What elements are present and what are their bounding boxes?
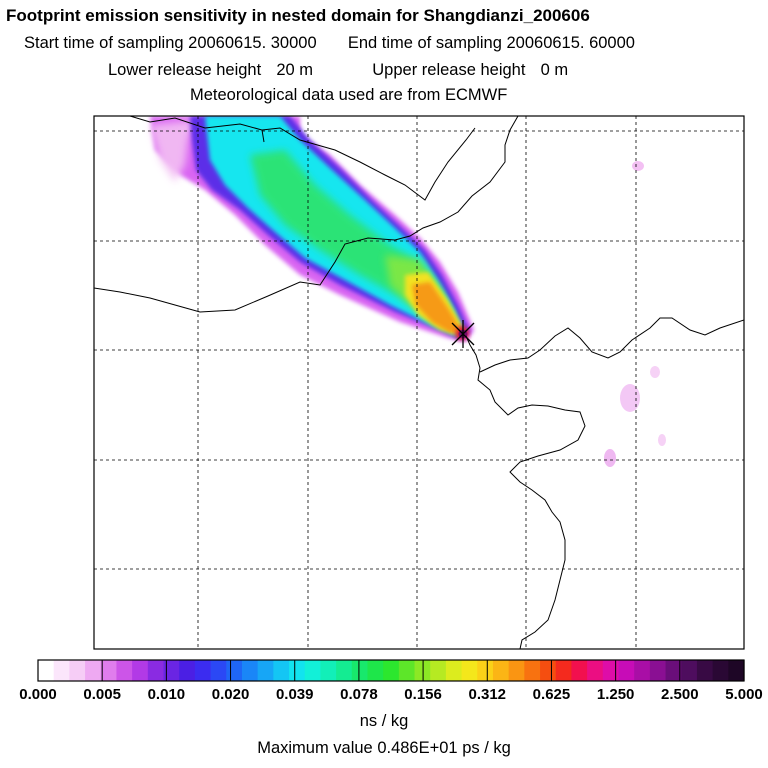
patch-east-3 (604, 449, 616, 467)
lower-height-value: 20 m (276, 61, 314, 79)
plume-band-orange (412, 282, 460, 334)
colorbar-cell (587, 660, 604, 681)
map-frame (93, 115, 745, 650)
colorbar-cell (304, 660, 321, 681)
met-data-note: Meteorological data used are from ECMWF (190, 86, 508, 104)
start-time-label: Start time of sampling (24, 34, 184, 52)
colorbar-cell (634, 660, 651, 681)
colorbar-tick-label: 0.039 (275, 686, 314, 703)
colorbar-cell (665, 660, 682, 681)
colorbar-cell (524, 660, 541, 681)
colorbar-cell (226, 660, 243, 681)
colorbar-cell (681, 660, 698, 681)
release-site-marker (451, 320, 475, 348)
colorbar-cell (367, 660, 384, 681)
colorbar-cell (492, 660, 510, 681)
colorbar-cell (477, 660, 494, 681)
border-mid (94, 116, 519, 313)
colorbar-cell (163, 660, 180, 681)
footprint-map (93, 115, 745, 650)
colorbar-cell (132, 660, 149, 681)
colorbar-cell (383, 660, 400, 681)
colorbar-cells (38, 660, 745, 681)
colorbar-cell (461, 660, 478, 681)
upper-height-label: Upper release height (372, 61, 526, 79)
colorbar-tick-label: 0.010 (147, 686, 186, 703)
sampling-times: Start time of sampling 20060615. 30000 E… (24, 34, 635, 53)
colorbar-cell (116, 660, 133, 681)
colorbar-tick-label: 5.000 (725, 686, 763, 703)
colorbar-cell (179, 660, 196, 681)
grid (94, 116, 744, 649)
colorbar-cell (602, 660, 620, 681)
colorbar-tick-label: 0.312 (468, 686, 507, 703)
colorbar-tick-label: 0.078 (340, 686, 378, 703)
colorbar-cell (53, 660, 70, 681)
coast-east (479, 317, 744, 373)
page-title: Footprint emission sensitivity in nested… (6, 6, 590, 25)
border-north (129, 116, 476, 201)
colorbar-cell (85, 660, 102, 681)
plume-band-pink (150, 120, 195, 182)
colorbar-cell (430, 660, 447, 681)
colorbar-cell (273, 660, 290, 681)
colorbar-cell (257, 660, 274, 681)
upper-height-value: 0 m (540, 61, 569, 79)
colorbar-cell (508, 660, 525, 681)
coast-bay (465, 335, 586, 649)
colorbar-separators (101, 660, 681, 681)
colorbar-cell (398, 660, 416, 681)
colorbar-cell (540, 660, 557, 681)
colorbar-cell (336, 660, 353, 681)
colorbar-cell (320, 660, 337, 681)
colorbar-cell (555, 660, 573, 681)
patch-east-4 (650, 366, 660, 378)
colorbar-tick-label: 1.250 (596, 686, 635, 703)
patch-east-1 (632, 161, 644, 171)
start-time-value: 20060615. 30000 (188, 34, 317, 52)
colorbar-cell (571, 660, 588, 681)
colorbar-cell (241, 660, 259, 681)
colorbar-tick-label: 0.156 (404, 686, 442, 703)
coastlines (94, 116, 744, 649)
colorbar-cell (194, 660, 212, 681)
end-time-value: 20060615. 60000 (506, 34, 635, 52)
colorbar-cell (445, 660, 463, 681)
colorbar-tick-label: 0.005 (83, 686, 121, 703)
colorbar-cell (210, 660, 227, 681)
colorbar-tick-label: 0.000 (19, 686, 57, 703)
patch-east-5 (658, 434, 666, 446)
colorbar-cell (649, 660, 667, 681)
colorbar-cell (728, 660, 745, 681)
colorbar-cell (147, 660, 165, 681)
colorbar-cell (712, 660, 729, 681)
colorbar-tick-label: 0.625 (532, 686, 571, 703)
end-time-label: End time of sampling (347, 34, 502, 52)
release-heights: Lower release height 20 m Upper release … (108, 61, 568, 80)
lower-height-label: Lower release height (108, 61, 262, 79)
colorbar-cell (38, 660, 55, 681)
colorbar-units: ns / kg (359, 712, 409, 730)
patch-east-2 (620, 384, 640, 412)
colorbar-cell (69, 660, 86, 681)
colorbar-cell (100, 660, 118, 681)
colorbar-cell (618, 660, 635, 681)
colorbar-tick-label: 0.020 (211, 686, 250, 703)
max-value-label: Maximum value 0.486E+01 ps / kg (257, 739, 511, 757)
colorbar-cell (696, 660, 714, 681)
colorbar-tick-label: 2.500 (661, 686, 699, 703)
colorbar-cell (351, 660, 369, 681)
colorbar (37, 659, 745, 682)
colorbar-cell (289, 660, 306, 681)
colorbar-frame (37, 659, 745, 682)
footprint-plume (150, 116, 666, 467)
